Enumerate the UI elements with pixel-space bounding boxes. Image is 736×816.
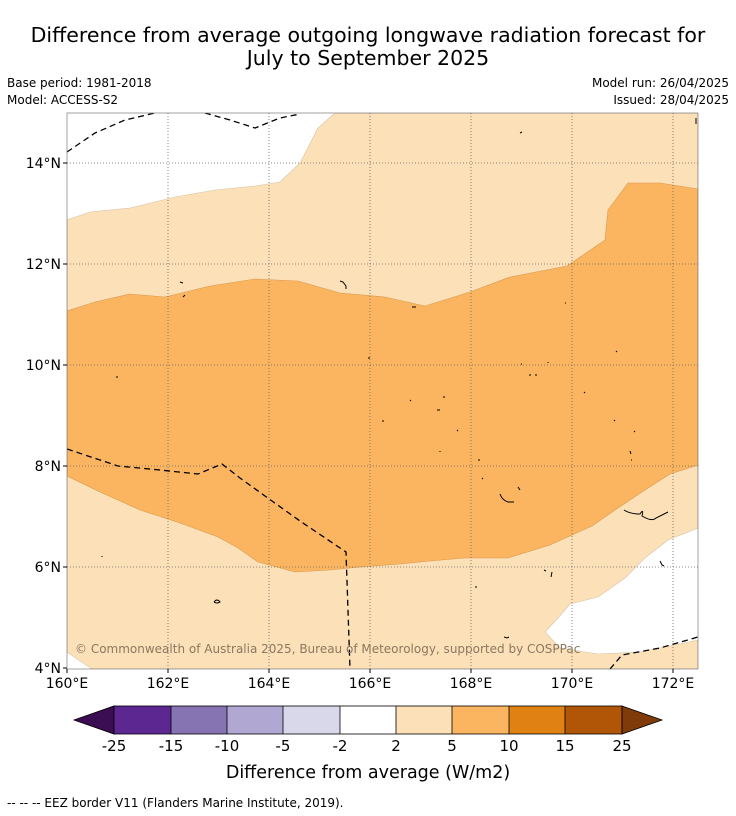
anomaly-5-to-10-region bbox=[67, 182, 698, 573]
lon-label: 160°E bbox=[46, 676, 89, 692]
model-run: Model run: 26/04/2025 bbox=[591, 76, 729, 90]
colorbar-segment bbox=[114, 706, 171, 734]
title-line-1: Difference from average outgoing longwav… bbox=[30, 23, 706, 47]
lon-label: 162°E bbox=[147, 676, 190, 692]
issued-date: Issued: 28/04/2025 bbox=[613, 93, 729, 107]
model-name: Model: ACCESS-S2 bbox=[7, 93, 119, 107]
lat-label: 6°N bbox=[35, 560, 61, 576]
colorbar-extend-low bbox=[72, 705, 115, 735]
lat-label: 14°N bbox=[26, 156, 61, 172]
base-period: Base period: 1981-2018 bbox=[7, 76, 152, 90]
map-frame bbox=[66, 112, 699, 670]
lon-label: 164°E bbox=[248, 676, 291, 692]
lat-label: 8°N bbox=[35, 459, 61, 475]
colorbar-segment bbox=[509, 706, 565, 734]
colorbar-outline bbox=[113, 705, 623, 735]
lon-label: 172°E bbox=[652, 676, 695, 692]
colorbar-segment bbox=[396, 706, 452, 734]
colorbar-segment bbox=[340, 706, 396, 734]
colorbar-segment bbox=[171, 706, 227, 734]
longitude-labels: 160°E 162°E 164°E 166°E 168°E 170°E 172°… bbox=[46, 676, 695, 692]
eez-legend-footer: -- -- -- EEZ border V11 (Flanders Marine… bbox=[7, 796, 344, 810]
copyright-notice: © Commonwealth of Australia 2025, Bureau… bbox=[75, 642, 580, 656]
colorbar-tick: 2 bbox=[391, 737, 401, 755]
colorbar-tick: -15 bbox=[159, 737, 184, 755]
colorbar-tick: -10 bbox=[215, 737, 240, 755]
colorbar-tick: 10 bbox=[499, 737, 518, 755]
colorbar-tick: 5 bbox=[447, 737, 457, 755]
colorbar-tick: -25 bbox=[102, 737, 127, 755]
lat-label: 4°N bbox=[35, 661, 61, 677]
colorbar-label: Difference from average (W/m2) bbox=[226, 763, 510, 783]
lon-label: 168°E bbox=[450, 676, 493, 692]
colorbar-tick: -5 bbox=[276, 737, 291, 755]
colorbar-extend-high bbox=[621, 705, 664, 735]
eez-border bbox=[67, 113, 698, 669]
colorbar-segment bbox=[283, 706, 340, 734]
tick-marks bbox=[63, 162, 674, 673]
colorbar-segment bbox=[227, 706, 283, 734]
colorbar-segment bbox=[565, 706, 622, 734]
colorbar-tick: 25 bbox=[612, 737, 631, 755]
title-line-2: July to September 2025 bbox=[246, 46, 490, 70]
colorbar-tick: -2 bbox=[333, 737, 348, 755]
islands bbox=[101, 118, 697, 639]
colorbar-tick: 15 bbox=[555, 737, 574, 755]
lon-label: 170°E bbox=[551, 676, 594, 692]
latitude-labels: 14°N 12°N 10°N 8°N 6°N 4°N bbox=[26, 156, 61, 677]
colorbar: -25 -15 -10 -5 -2 2 5 10 15 25 Differenc… bbox=[72, 705, 664, 783]
map-area[interactable]: © Commonwealth of Australia 2025, Bureau… bbox=[67, 113, 698, 669]
lon-label: 166°E bbox=[349, 676, 392, 692]
lat-label: 12°N bbox=[26, 257, 61, 273]
colorbar-segment bbox=[452, 706, 509, 734]
graticule bbox=[67, 113, 698, 669]
lat-label: 10°N bbox=[26, 358, 61, 374]
